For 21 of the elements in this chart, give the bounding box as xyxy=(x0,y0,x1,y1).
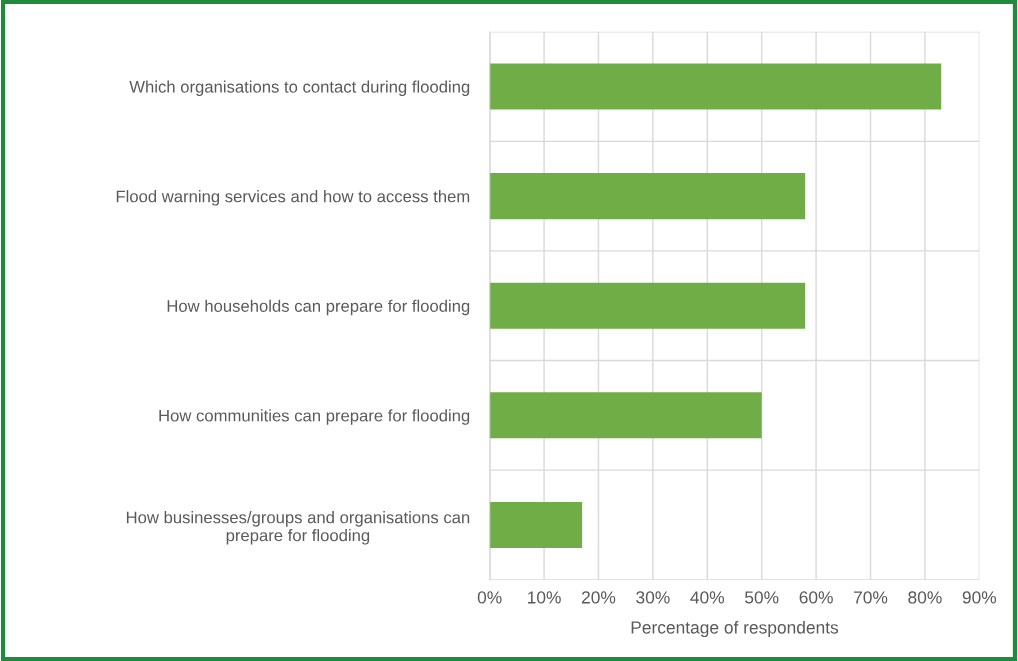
x-tick-label: 80% xyxy=(908,591,942,604)
bar xyxy=(489,173,806,220)
bar xyxy=(489,392,762,439)
x-tick-label: 30% xyxy=(636,591,670,604)
x-axis-title: Percentage of respondents xyxy=(631,620,839,638)
y-tick-label: Flood warning services and how to access them xyxy=(116,190,470,206)
x-tick-label: 0% xyxy=(477,591,502,604)
y-tick-label: How businesses/groups and organisations can prepare for flooding xyxy=(126,511,470,545)
x-tick-label: 70% xyxy=(854,591,888,604)
bar xyxy=(489,282,806,329)
bar xyxy=(489,63,942,110)
bar xyxy=(489,501,583,548)
x-tick-label: 60% xyxy=(799,591,833,604)
y-tick-label: How households can prepare for flooding xyxy=(167,299,470,316)
x-tick-label: 20% xyxy=(581,591,616,604)
y-tick-label: Which organisations to contact during flooding xyxy=(129,80,470,97)
x-tick-label: 10% xyxy=(528,591,561,604)
y-tick-label: How communities can prepare for flooding xyxy=(159,409,470,425)
x-tick-label: 90% xyxy=(962,591,997,604)
x-tick-label: 40% xyxy=(690,591,725,604)
x-tick-label: 50% xyxy=(745,591,779,604)
